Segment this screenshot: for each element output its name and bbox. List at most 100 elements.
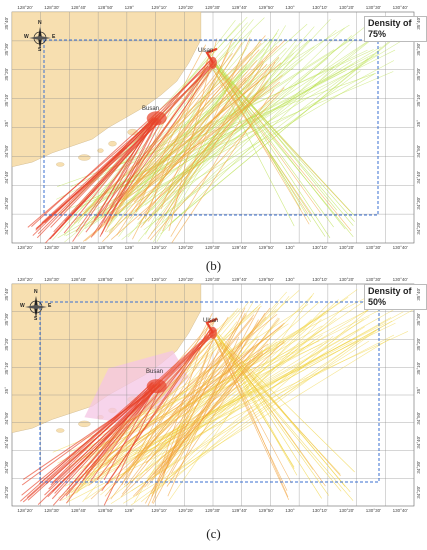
latitude-tick-right: 34°30' (416, 461, 421, 474)
longitude-tick-top: 129° (124, 277, 134, 282)
longitude-tick-top: 129°10' (151, 5, 167, 10)
island (108, 141, 117, 147)
traffic-line (84, 340, 212, 476)
longitude-tick-top: 130°20' (339, 277, 355, 282)
traffic-line (121, 37, 375, 240)
traffic-line (68, 38, 269, 221)
latitude-tick-right: 35°20' (416, 337, 421, 351)
traffic-line (144, 312, 246, 504)
traffic-line (64, 322, 387, 487)
latitude-tick-left: 35°20' (4, 337, 9, 351)
longitude-tick-bottom: 130° (285, 245, 295, 250)
traffic-line (126, 70, 346, 188)
longitude-tick-bottom: 129° (124, 245, 134, 250)
longitude-tick-bottom: 129°30' (205, 245, 221, 250)
traffic-line (216, 65, 354, 226)
latitude-tick-right: 35° (416, 119, 421, 127)
latitude-tick-left: 35°10' (4, 362, 9, 375)
latitude-tick-left: 35°20' (4, 68, 9, 81)
longitude-tick-top: 128°30' (44, 5, 60, 10)
traffic-line (131, 329, 376, 492)
traffic-line (138, 291, 397, 453)
longitude-tick-bottom: 129°50' (258, 245, 274, 250)
longitude-tick-top: 128°40' (71, 5, 87, 10)
map-panel-density-75: Density of 75% Ulsan Busan N S W E (b) 1… (4, 5, 427, 273)
latitude-tick-right: 35°30' (416, 42, 421, 56)
latitude-tick-right: 34°40' (416, 436, 421, 449)
latitude-tick-left: 34°20' (4, 222, 9, 235)
traffic-line (90, 346, 255, 500)
traffic-density-map-c (11, 283, 415, 507)
longitude-tick-top: 128°20' (17, 277, 33, 282)
longitude-tick-bottom: 129°20' (178, 508, 194, 513)
busan-port-density (146, 111, 167, 126)
latitude-tick-right: 35° (416, 387, 421, 394)
island (56, 162, 65, 167)
traffic-line (77, 319, 216, 491)
traffic-line (54, 383, 155, 494)
traffic-line (121, 307, 271, 495)
traffic-line (214, 338, 290, 501)
longitude-tick-bottom: 129°40' (231, 508, 247, 513)
compass-south-label: S (38, 47, 42, 53)
compass-west-label: W (20, 303, 25, 309)
traffic-line (31, 65, 209, 227)
traffic-line (97, 121, 158, 231)
traffic-line (85, 59, 217, 233)
traffic-line (49, 62, 214, 240)
traffic-line (88, 322, 285, 486)
traffic-line (103, 387, 156, 481)
longitude-tick-bottom: 129°50' (258, 508, 274, 513)
traffic-line (140, 92, 251, 228)
latitude-tick-right: 35°30' (416, 313, 421, 326)
traffic-line (161, 353, 209, 482)
latitude-tick-left: 35°30' (4, 313, 9, 326)
latitude-tick-left: 34°40' (4, 170, 9, 184)
traffic-line (63, 118, 157, 234)
traffic-line (90, 389, 155, 482)
traffic-line (218, 338, 289, 498)
latitude-tick-right: 35°40' (416, 16, 421, 30)
traffic-line (157, 70, 361, 221)
latitude-tick-left: 35°10' (4, 93, 9, 107)
longitude-tick-bottom: 130°10' (312, 245, 328, 250)
traffic-line (22, 333, 215, 503)
traffic-line (103, 63, 216, 224)
latitude-tick-left: 34°30' (4, 461, 9, 474)
longitude-tick-bottom: 130°10' (312, 508, 328, 513)
longitude-tick-top: 130° (285, 5, 295, 10)
latitude-tick-right: 34°50' (416, 145, 421, 158)
ulsan-harbour-channel (205, 47, 218, 64)
traffic-line (71, 49, 396, 212)
longitude-tick-top: 129°50' (258, 5, 274, 10)
latitude-tick-left: 34°20' (4, 485, 9, 499)
traffic-line (118, 39, 286, 206)
traffic-line (145, 347, 271, 464)
traffic-line (149, 87, 285, 241)
traffic-line (213, 67, 354, 238)
longitude-tick-bottom: 129°20' (178, 245, 194, 250)
traffic-line (92, 53, 374, 200)
latitude-tick-right: 34°50' (416, 411, 421, 425)
density-label: Density of 50% (364, 284, 427, 310)
longitude-tick-bottom: 130°40' (392, 508, 408, 513)
traffic-line (151, 18, 331, 211)
longitude-tick-top: 128°50' (97, 277, 113, 282)
traffic-line (171, 30, 405, 223)
longitude-tick-bottom: 128°50' (97, 508, 113, 513)
traffic-line (123, 338, 391, 504)
compass-rose-icon (29, 27, 51, 49)
compass-rose-icon (25, 296, 47, 318)
island (78, 154, 91, 161)
traffic-line (104, 314, 255, 497)
compass-needle-we (25, 305, 47, 309)
compass-east-label: E (52, 34, 56, 40)
traffic-line (122, 78, 216, 201)
latitude-tick-left: 35°40' (4, 16, 9, 30)
latitude-tick-left: 35°40' (4, 288, 9, 301)
traffic-line (135, 338, 260, 496)
traffic-line (143, 58, 369, 231)
busan-port-density (146, 379, 167, 394)
ship-tracks (20, 289, 414, 506)
longitude-tick-top: 129°30' (205, 277, 221, 282)
